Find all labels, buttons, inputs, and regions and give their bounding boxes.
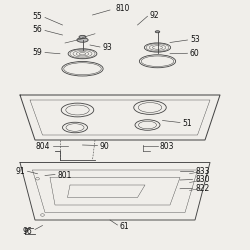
Text: 55: 55 — [33, 12, 42, 21]
Text: 830: 830 — [195, 176, 210, 184]
Text: 59: 59 — [33, 48, 42, 57]
Text: 96: 96 — [23, 227, 32, 236]
Text: 56: 56 — [33, 26, 42, 35]
Text: 90: 90 — [100, 142, 110, 151]
Text: 51: 51 — [182, 119, 192, 128]
Ellipse shape — [79, 35, 86, 38]
Ellipse shape — [144, 43, 171, 52]
Text: 822: 822 — [195, 184, 209, 193]
Ellipse shape — [62, 62, 103, 76]
Ellipse shape — [77, 38, 88, 42]
Ellipse shape — [62, 122, 88, 133]
Ellipse shape — [61, 103, 94, 117]
Text: 93: 93 — [102, 43, 112, 52]
Ellipse shape — [140, 55, 175, 68]
Text: 803: 803 — [160, 142, 174, 151]
Text: 53: 53 — [190, 36, 200, 44]
Ellipse shape — [68, 49, 97, 59]
Text: 804: 804 — [36, 142, 50, 151]
Text: 92: 92 — [150, 10, 160, 20]
Ellipse shape — [135, 120, 160, 130]
Text: 801: 801 — [58, 170, 72, 179]
Ellipse shape — [134, 100, 166, 114]
Ellipse shape — [155, 31, 160, 33]
Text: 60: 60 — [190, 49, 200, 58]
Text: 810: 810 — [115, 4, 130, 13]
Text: 61: 61 — [120, 222, 130, 231]
Text: 833: 833 — [195, 167, 210, 176]
Text: 91: 91 — [16, 167, 25, 176]
